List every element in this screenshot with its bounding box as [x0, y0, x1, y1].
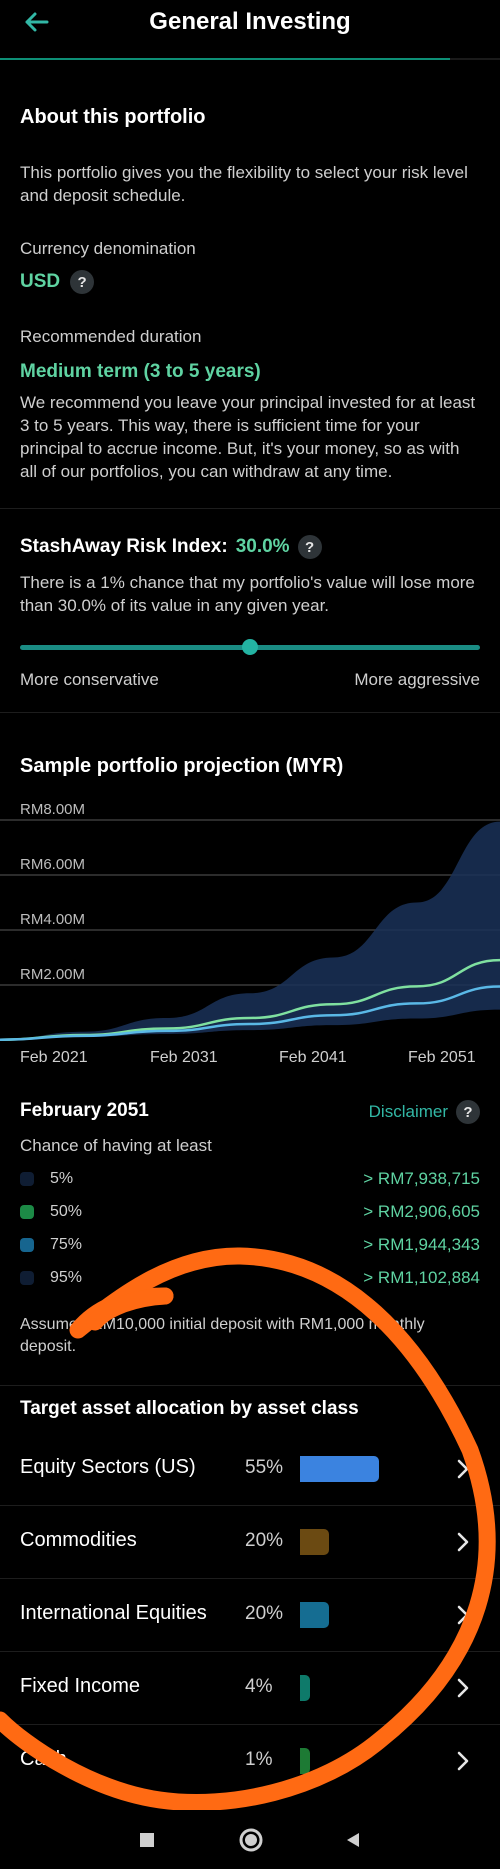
allocation-bar [300, 1456, 379, 1482]
legend-label: 50% [50, 1203, 83, 1220]
allocation-bar [300, 1748, 310, 1774]
legend-swatch [20, 1238, 34, 1252]
divider [0, 1578, 500, 1579]
duration-value: Medium term (3 to 5 years) [20, 361, 261, 382]
header-progress-fill [0, 58, 450, 60]
legend-row: 75% > RM1,944,343 [20, 1233, 480, 1257]
risk-description: There is a 1% chance that my portfolio's… [20, 573, 475, 615]
projection-chart[interactable]: RM8.00M RM6.00M RM4.00M RM2.00M [0, 800, 500, 1045]
assumption-note: Assumed RM10,000 initial deposit with RM… [20, 1316, 425, 1355]
x-tick-label: Feb 2041 [279, 1049, 347, 1066]
legend-label: 95% [50, 1269, 83, 1286]
legend-value: > RM1,944,343 [363, 1235, 480, 1254]
allocation-percent: 55% [245, 1457, 284, 1478]
allocation-name: Commodities [20, 1529, 137, 1551]
risk-index-row: StashAway Risk Index: 30.0% ? [20, 535, 322, 559]
legend-row: 5% > RM7,938,715 [20, 1167, 480, 1191]
divider [0, 1724, 500, 1725]
allocation-percent: 4% [245, 1676, 273, 1697]
allocation-name: Fixed Income [20, 1675, 141, 1697]
help-icon[interactable]: ? [456, 1100, 480, 1124]
chevron-right-icon [457, 1678, 469, 1698]
chevron-right-icon [457, 1751, 469, 1771]
square-icon [140, 1833, 154, 1847]
divider [0, 1651, 500, 1652]
risk-index-value: 30.0% [235, 536, 290, 557]
allocation-row[interactable]: Equity Sectors (US) 55% [0, 1434, 500, 1506]
recents-button[interactable] [129, 1822, 165, 1858]
slider-left-label: More conservative [20, 670, 159, 689]
back-system-button[interactable] [335, 1822, 371, 1858]
system-nav-bar [0, 1810, 500, 1869]
slider-right-label: More aggressive [354, 670, 480, 689]
allocation-name: Equity Sectors (US) [20, 1456, 196, 1478]
help-icon[interactable]: ? [297, 535, 322, 559]
x-tick-label: Feb 2051 [408, 1049, 476, 1066]
legend-row: 95% > RM1,102,884 [20, 1266, 480, 1290]
risk-slider-handle[interactable] [242, 639, 258, 655]
header-progress [0, 58, 500, 60]
allocation-row[interactable]: International Equities 20% [0, 1580, 500, 1652]
currency-row: USD ? [20, 270, 95, 294]
duration-label: Recommended duration [20, 327, 202, 346]
allocation-percent: 1% [245, 1749, 273, 1770]
currency-value: USD [20, 271, 61, 292]
allocation-name: International Equities [20, 1602, 207, 1624]
legend-value: > RM7,938,715 [363, 1169, 480, 1188]
disclaimer-link[interactable]: Disclaimer ? [369, 1100, 480, 1124]
home-button[interactable] [233, 1822, 269, 1858]
currency-label: Currency denomination [20, 239, 196, 258]
x-tick-label: Feb 2021 [20, 1049, 88, 1066]
chevron-right-icon [457, 1532, 469, 1552]
legend-swatch [20, 1172, 34, 1186]
projection-title: Sample portfolio projection (MYR) [20, 755, 344, 777]
app-header: General Investing [0, 0, 500, 62]
divider [0, 508, 500, 509]
help-icon[interactable]: ? [70, 270, 95, 294]
y-tick-label: RM4.00M [20, 911, 85, 928]
y-tick-label: RM6.00M [20, 856, 85, 873]
risk-slider[interactable] [20, 639, 480, 655]
y-tick-label: RM8.00M [20, 801, 85, 818]
legend-swatch [20, 1205, 34, 1219]
legend-value: > RM2,906,605 [363, 1202, 480, 1221]
allocation-percent: 20% [245, 1530, 284, 1551]
chance-label: Chance of having at least [20, 1136, 212, 1155]
allocation-bar [300, 1675, 310, 1701]
page-title: General Investing [149, 8, 351, 35]
divider [0, 712, 500, 713]
allocation-name: Cash [20, 1748, 67, 1770]
arrow-left-icon [25, 12, 49, 32]
chevron-right-icon [457, 1605, 469, 1625]
allocation-title: Target asset allocation by asset class [20, 1398, 359, 1419]
projection-date: February 2051 [20, 1100, 149, 1121]
back-button[interactable] [20, 8, 52, 36]
x-tick-label: Feb 2031 [150, 1049, 218, 1066]
legend-label: 5% [50, 1170, 74, 1187]
projection-band [0, 821, 500, 1040]
series-line-75pct [0, 985, 500, 1041]
x-axis-ticks: Feb 2021 Feb 2031 Feb 2041 Feb 2051 [0, 1049, 500, 1071]
allocation-percent: 20% [245, 1603, 284, 1624]
disclaimer-label: Disclaimer [368, 1102, 448, 1121]
allocation-row[interactable]: Commodities 20% [0, 1507, 500, 1579]
legend-row: 50% > RM2,906,605 [20, 1200, 480, 1224]
divider [0, 1505, 500, 1506]
about-title: About this portfolio [20, 106, 206, 128]
y-tick-label: RM2.00M [20, 966, 85, 983]
risk-index-label: StashAway Risk Index: [20, 536, 228, 557]
about-description: This portfolio gives you the flexibility… [20, 163, 468, 205]
legend-value: > RM1,102,884 [363, 1268, 480, 1287]
chevron-right-icon [457, 1459, 469, 1479]
divider [0, 1385, 500, 1386]
legend-label: 75% [50, 1236, 83, 1253]
home-circle-icon [239, 1828, 263, 1852]
allocation-row[interactable]: Fixed Income 4% [0, 1653, 500, 1725]
allocation-row[interactable]: Cash 1% [0, 1726, 500, 1798]
legend-swatch [20, 1271, 34, 1285]
duration-description: We recommend you leave your principal in… [20, 393, 476, 481]
back-triangle-icon [347, 1833, 359, 1847]
allocation-bar [300, 1602, 329, 1628]
allocation-bar [300, 1529, 329, 1555]
